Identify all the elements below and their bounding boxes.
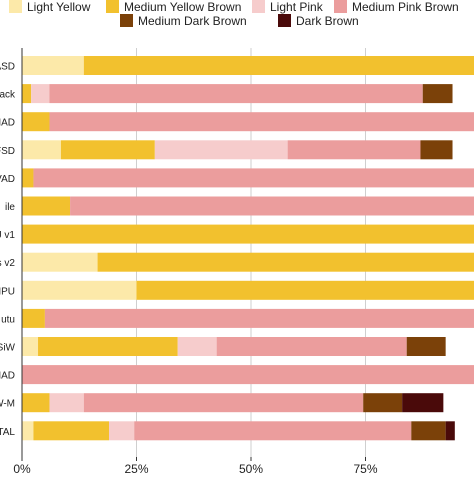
- bar-segment: [134, 421, 411, 440]
- bar-segment: [22, 281, 137, 300]
- bar-segment: [137, 281, 474, 300]
- bar-segment: [446, 421, 455, 440]
- bar-segment: [70, 197, 474, 216]
- legend-label: Light Pink: [270, 0, 324, 14]
- legend-swatch: [278, 14, 291, 27]
- bar-segment: [33, 168, 474, 187]
- bar-segment: [423, 84, 453, 103]
- legend-swatch: [334, 0, 347, 13]
- bar-segment: [22, 393, 49, 412]
- category-label: VAD: [0, 174, 15, 185]
- category-label: ASD: [0, 62, 15, 73]
- bar-segment: [217, 337, 407, 356]
- x-tick-label: 75%: [353, 462, 377, 474]
- bar-segment: [22, 309, 45, 328]
- bar-segment: [84, 56, 474, 75]
- category-label: SiW: [0, 343, 16, 354]
- legend-label: Light Yellow: [27, 0, 91, 14]
- bar-segment: [22, 168, 33, 187]
- bar-segment: [49, 393, 83, 412]
- bar-layer: [22, 56, 474, 440]
- bar-segment: [45, 309, 474, 328]
- bar-segment: [22, 197, 70, 216]
- category-label: utu: [1, 314, 15, 325]
- bar-segment: [288, 140, 421, 159]
- category-label: ack: [0, 90, 16, 101]
- bar-segment: [31, 84, 49, 103]
- category-label: MAD: [0, 118, 15, 129]
- bar-segment: [22, 112, 49, 131]
- category-label: ile: [5, 202, 15, 213]
- bar-segment: [38, 337, 178, 356]
- bar-segment: [22, 56, 84, 75]
- bar-segment: [420, 140, 452, 159]
- legend-label: Medium Dark Brown: [138, 14, 247, 28]
- bar-segment: [22, 421, 33, 440]
- x-tick-label: 50%: [239, 462, 263, 474]
- category-label: FSD: [0, 146, 15, 157]
- legend-label: Medium Pink Brown: [352, 0, 459, 14]
- bar-segment: [402, 393, 443, 412]
- x-tick-label: 0%: [13, 462, 31, 474]
- bar-segment: [411, 421, 445, 440]
- bar-segment: [22, 225, 474, 244]
- bar-segment: [22, 140, 61, 159]
- bar-segment: [363, 393, 402, 412]
- legend-label: Dark Brown: [296, 14, 359, 28]
- category-label: MPU: [0, 286, 15, 297]
- bar-segment: [61, 140, 155, 159]
- bar-segment: [98, 253, 474, 272]
- category-label: TAL: [0, 427, 15, 438]
- bar-segment: [33, 421, 109, 440]
- legend-swatch: [106, 0, 119, 13]
- bar-segment: [178, 337, 217, 356]
- bar-segment: [22, 365, 474, 384]
- bar-segment: [109, 421, 134, 440]
- category-label: MAD: [0, 371, 15, 382]
- bar-segment: [22, 253, 98, 272]
- legend-swatch: [252, 0, 265, 13]
- legend-swatch: [120, 14, 133, 27]
- bar-segment: [407, 337, 446, 356]
- bar-segment: [155, 140, 288, 159]
- bar-segment: [22, 84, 31, 103]
- category-label: J v1: [0, 230, 15, 241]
- category-label: s v2: [0, 258, 15, 269]
- legend-label: Medium Yellow Brown: [124, 0, 241, 14]
- bar-segment: [49, 84, 422, 103]
- legend-swatch: [9, 0, 22, 13]
- legend: Light Yellow Medium Yellow Brown Light Pin…: [9, 0, 459, 28]
- category-label: W-M: [0, 399, 15, 410]
- bar-segment: [49, 112, 474, 131]
- bar-segment: [22, 337, 38, 356]
- bar-segment: [84, 393, 363, 412]
- x-tick-label: 25%: [124, 462, 148, 474]
